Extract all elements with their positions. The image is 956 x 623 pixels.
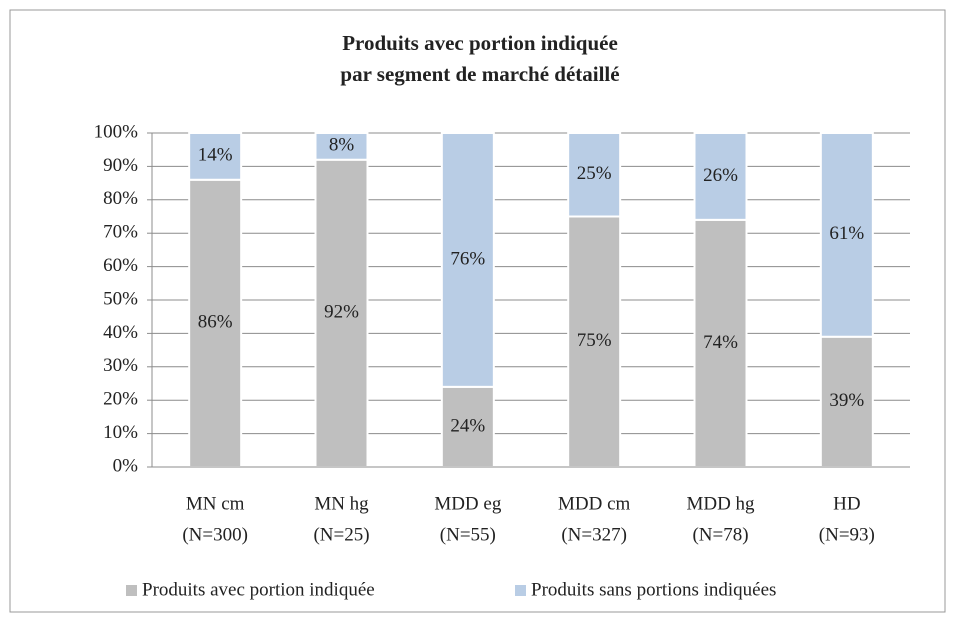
y-tick-label: 90% <box>103 155 138 176</box>
data-label: 24% <box>450 415 485 436</box>
y-tick-label: 30% <box>103 355 138 376</box>
y-tick-label: 10% <box>103 422 138 443</box>
data-label: 39% <box>829 390 864 411</box>
data-label: 76% <box>450 248 485 269</box>
legend-label: Produits sans portions indiquées <box>531 579 776 600</box>
y-tick-label: 70% <box>103 222 138 243</box>
x-tick-label: (N=78) <box>692 524 748 545</box>
bar-segment <box>188 178 243 468</box>
data-label: 26% <box>703 165 738 186</box>
bar-segment <box>567 132 622 218</box>
data-label: 14% <box>198 145 233 166</box>
bar-segment <box>314 132 369 161</box>
bar-segment <box>188 132 243 181</box>
legend-label: Produits avec portion indiquée <box>142 579 375 600</box>
x-tick-label: (N=327) <box>561 524 627 545</box>
y-tick-label: 60% <box>103 255 138 276</box>
chart-title: par segment de marché détaillé <box>340 62 619 86</box>
y-tick-label: 40% <box>103 322 138 343</box>
chart-title: Produits avec portion indiquée <box>342 31 618 55</box>
data-label: 61% <box>829 223 864 244</box>
x-tick-label: (N=93) <box>819 524 875 545</box>
data-label: 86% <box>198 312 233 333</box>
bar-segment <box>693 132 748 221</box>
x-tick-label: HD <box>833 493 860 514</box>
data-label: 92% <box>324 302 359 323</box>
y-tick-label: 100% <box>94 121 139 142</box>
legend-swatch <box>515 585 526 596</box>
x-tick-label: MN cm <box>186 493 245 514</box>
bar-segment <box>440 132 495 388</box>
x-tick-label: MDD hg <box>686 493 755 514</box>
x-tick-label: (N=25) <box>313 524 369 545</box>
y-tick-label: 50% <box>103 288 138 309</box>
y-tick-label: 0% <box>113 455 139 476</box>
bar-segment <box>314 158 369 468</box>
x-tick-label: MDD cm <box>558 493 631 514</box>
y-tick-label: 80% <box>103 188 138 209</box>
y-tick-label: 20% <box>103 389 138 410</box>
data-label: 8% <box>329 135 355 156</box>
x-tick-label: (N=300) <box>182 524 248 545</box>
bar-segment <box>693 218 748 468</box>
x-tick-label: (N=55) <box>440 524 496 545</box>
bar-segment <box>819 132 874 338</box>
data-label: 74% <box>703 332 738 353</box>
x-tick-label: MDD eg <box>434 493 502 514</box>
bar-segment <box>440 385 495 468</box>
legend-swatch <box>126 585 137 596</box>
data-label: 25% <box>577 163 612 184</box>
x-tick-label: MN hg <box>314 493 369 514</box>
data-label: 75% <box>577 330 612 351</box>
